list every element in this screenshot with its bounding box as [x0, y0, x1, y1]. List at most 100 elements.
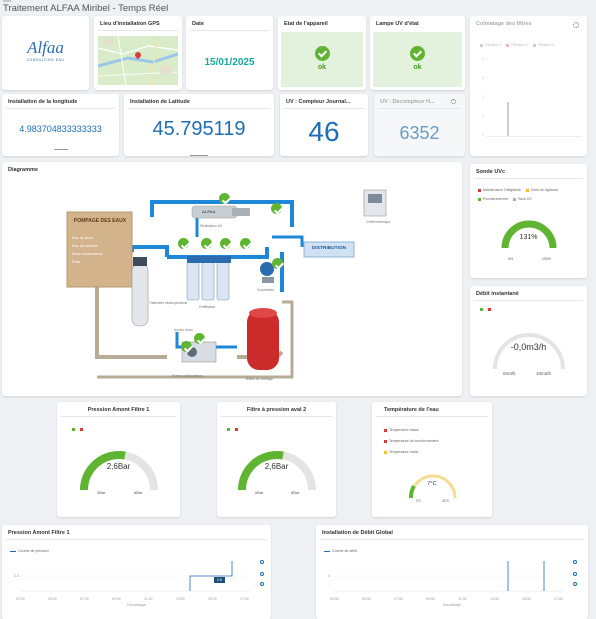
- lampe-ok-box: ok: [373, 32, 462, 87]
- decompteur-card: UV : Décompteur H... 6352: [374, 94, 465, 156]
- zoom-in-icon[interactable]: [260, 560, 264, 564]
- surpresseur-label: Surpresseur: [257, 288, 275, 292]
- ts-pression-xlabel: Horodatage: [127, 603, 146, 607]
- pression-amont-gauge: [80, 451, 158, 491]
- lampe-card: Lampe UV d'état ok: [370, 16, 465, 90]
- lampe-value: ok: [413, 64, 422, 71]
- status-check-icon[interactable]: [220, 238, 231, 249]
- compteur-card: UV : Compteur Journal... 46: [280, 94, 368, 156]
- date-title: Date: [192, 21, 204, 27]
- ts-debit-xlabel: Horodatage: [442, 603, 462, 607]
- lampe-title: Lampe UV d'état: [376, 21, 419, 27]
- gps-card: Lieu d'installation GPS: [94, 16, 182, 90]
- pression-aval-legend: [227, 427, 240, 431]
- pression-amont-min: 0Bar: [97, 490, 106, 495]
- temperature-card: Température de l'eau Température basse T…: [372, 402, 492, 517]
- temperature-legend-item: Température de fonctionnement: [384, 439, 438, 443]
- reset-zoom-icon[interactable]: [260, 582, 264, 586]
- sonde-max: 100%: [542, 257, 551, 261]
- zoom-out-icon[interactable]: [573, 572, 577, 576]
- ts-xtick: 13:00: [490, 597, 499, 601]
- loading-spinner-icon: [451, 99, 456, 104]
- appareil-value: ok: [317, 64, 327, 71]
- sonde-min: 0%: [508, 257, 514, 261]
- colmatage-legend: Filtration 1 Filtration 2 Filtration 3: [480, 43, 554, 47]
- debit-min: 0m3/h: [503, 371, 516, 376]
- zoom-in-icon[interactable]: [573, 560, 577, 564]
- airstart-label: Arrivée d'eau: [174, 328, 193, 332]
- longitude-card: Installation de la longitude 4.983704833…: [2, 94, 119, 156]
- ts-xtick: 05:00: [362, 597, 371, 601]
- colmatage-ytick: 2: [482, 95, 484, 99]
- ts-pression-card: Pression Amont Filtre 1 Courbe de pressi…: [2, 525, 271, 619]
- pression-amont-max: 6Bar: [134, 490, 143, 495]
- ts-xtick: 13:00: [176, 597, 185, 601]
- ts-xtick: 17:00: [554, 597, 563, 601]
- pression-aval-value: 2,6Bar: [264, 462, 289, 471]
- status-check-icon[interactable]: [240, 238, 251, 249]
- latitude-value: 45.795119: [152, 118, 246, 140]
- status-check-icon[interactable]: [271, 203, 282, 214]
- appareil-ok-box: ok: [281, 32, 363, 87]
- temperature-gauge: [409, 474, 457, 499]
- status-check-icon[interactable]: [194, 333, 205, 344]
- status-check-icon[interactable]: [272, 258, 283, 269]
- longitude-title: Installation de la longitude: [8, 99, 78, 105]
- pression-amont-value: 2,6Bar: [106, 462, 131, 471]
- tank-label: Ballon de stockage: [246, 377, 273, 381]
- colmatage-bar: [507, 102, 509, 136]
- debit-title: Débit instantané: [476, 291, 519, 297]
- pompage-list: Eau de pluie Eau de surface Eaux souterr…: [72, 236, 103, 264]
- ts-debit-plot: [334, 561, 564, 592]
- latitude-title: Installation de Latitude: [130, 99, 190, 105]
- reset-zoom-icon[interactable]: [573, 582, 577, 586]
- pression-amont-legend: [72, 427, 85, 431]
- status-check-icon[interactable]: [178, 238, 189, 249]
- uv-label: Stérilisateur UV: [200, 224, 223, 228]
- pression-amont-title: Pression Amont Filtre 1: [87, 407, 150, 413]
- sonde-legend: Fonctionnement Seuil UV: [478, 197, 532, 201]
- check-icon: [410, 46, 425, 61]
- logo-tagline: CONSULTING EAU: [26, 58, 65, 62]
- debit-card: Débit instantané -0,0m3/h 0m3/h 10m3/h: [470, 286, 587, 396]
- status-check-icon[interactable]: [219, 193, 230, 204]
- colmatage-ytick: 0: [482, 133, 484, 137]
- loading-spinner-icon: [573, 22, 579, 28]
- distribution-label: DISTRIBUTION: [311, 246, 347, 251]
- debit-gauge: [493, 333, 565, 370]
- ts-xtick: 05:00: [48, 597, 57, 601]
- gps-title: Lieu d'installation GPS: [100, 21, 160, 27]
- sonde-value: 131%: [519, 234, 538, 241]
- sonde-uv-card: Sonde UVc Maintenance Obligatoire Zone d…: [470, 164, 587, 278]
- temperature-value: 7°C: [427, 481, 437, 487]
- ts-debit-ytick: 0: [328, 574, 330, 578]
- pression-amont-card: Pression Amont Filtre 1 2,6Bar 0Bar 6Bar: [57, 402, 180, 517]
- map-roads: [98, 36, 178, 85]
- logo-text: Alfaa: [27, 38, 64, 57]
- page-title: Traitement ALFAA Miribel - Temps Réel: [3, 3, 169, 14]
- diagramme-card: Diagramme: [2, 162, 462, 396]
- zoom-out-icon[interactable]: [260, 572, 264, 576]
- gps-map[interactable]: [98, 36, 178, 85]
- longitude-value: 4.983704833333333: [19, 124, 102, 134]
- status-check-icon[interactable]: [201, 238, 212, 249]
- ts-pression-plot: [20, 561, 250, 592]
- temperature-legend-item: Température haute: [384, 450, 418, 454]
- debit-legend: [480, 307, 493, 311]
- pression-aval-gauge: [238, 451, 316, 491]
- ts-xtick: 09:00: [112, 597, 121, 601]
- ts-pression-title: Pression Amont Filtre 1: [8, 530, 70, 536]
- ts-xtick: 17:00: [240, 597, 249, 601]
- colmatage-card: Colmatage des filtres Filtration 1 Filtr…: [470, 16, 587, 156]
- coffret-label: Coffret électrique: [366, 220, 391, 224]
- sonde-gauge: [501, 220, 557, 249]
- ts-debit-title: Installation de Débit Global: [322, 530, 393, 536]
- ts-xtick: 07:00: [394, 597, 403, 601]
- appareil-card: Etat de l'appareil ok: [278, 16, 366, 90]
- date-card: Date 15/01/2025: [186, 16, 273, 90]
- ts-xtick: 03:00: [16, 597, 25, 601]
- status-check-icon[interactable]: [181, 341, 192, 352]
- ts-pression-badge: 2.6: [214, 577, 225, 583]
- title-decoration: [3, 0, 11, 2]
- colmatage-title: Colmatage des filtres: [476, 21, 532, 27]
